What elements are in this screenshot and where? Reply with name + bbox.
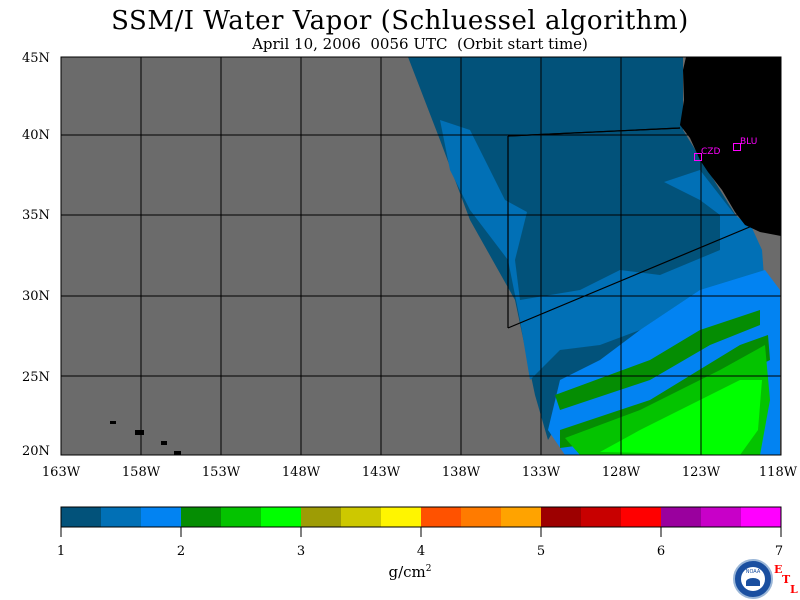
- land-mass: [680, 57, 781, 236]
- etl-letter-t: T: [782, 573, 791, 586]
- colorbar-segment: [301, 507, 342, 527]
- lon-label-163w: 163W: [41, 465, 81, 480]
- units-superscript: 2: [425, 564, 432, 574]
- colorbar-tick-5: 5: [536, 544, 546, 559]
- map-frame: [60, 56, 782, 456]
- map-panel: [60, 56, 782, 456]
- units-text: g/cm: [388, 563, 426, 581]
- etl-letter-l: L: [790, 583, 798, 596]
- colorbar-segment: [221, 507, 262, 527]
- lon-label-118w: 118W: [758, 465, 798, 480]
- logo-bird-icon: [746, 578, 760, 586]
- station-marker-blu: [733, 143, 741, 151]
- colorbar-tick-6: 6: [656, 544, 666, 559]
- swath-band-green-1: [555, 310, 760, 410]
- lat-label-45n: 45N: [22, 51, 50, 66]
- colorbar-tick-3: 3: [296, 544, 306, 559]
- lon-label-133w: 133W: [521, 465, 561, 480]
- map-subtitle: April 10, 2006 0056 UTC (Orbit start tim…: [252, 35, 588, 53]
- station-marker-czd: [694, 153, 702, 161]
- colorbar-tick-4: 4: [416, 544, 426, 559]
- colorbar: [60, 506, 782, 537]
- station-label-czd: CZD: [701, 147, 721, 157]
- station-label-blu: BLU: [740, 137, 758, 147]
- lon-label-123w: 123W: [681, 465, 721, 480]
- colorbar-segment: [461, 507, 502, 527]
- colorbar-segment: [421, 507, 462, 527]
- colorbar-segment: [581, 507, 622, 527]
- etl-letter-e: E: [774, 563, 783, 576]
- colorbar-units: g/cm2: [360, 563, 460, 581]
- colorbar-segment: [261, 507, 302, 527]
- colorbar-segment: [621, 507, 662, 527]
- lon-label-128w: 128W: [601, 465, 641, 480]
- lon-label-158w: 158W: [121, 465, 161, 480]
- lat-label-25n: 25N: [22, 370, 50, 385]
- swath-band-inner-dark: [515, 175, 720, 300]
- colorbar-segment: [341, 507, 382, 527]
- lat-label-40n: 40N: [22, 128, 50, 143]
- noaa-logo: NOAA: [733, 559, 773, 599]
- lat-label-35n: 35N: [22, 208, 50, 223]
- colorbar-segment: [661, 507, 702, 527]
- colorbar-segment: [181, 507, 222, 527]
- logo-text: NOAA: [745, 569, 761, 575]
- hawaii-islands: [110, 421, 181, 455]
- colorbar-segment: [541, 507, 582, 527]
- lat-label-30n: 30N: [22, 289, 50, 304]
- colorbar-segment: [61, 507, 102, 527]
- lat-label-20n: 20N: [22, 444, 50, 459]
- swath-band-green-2: [560, 335, 770, 448]
- colorbar-segment: [501, 507, 542, 527]
- lon-label-153w: 153W: [201, 465, 241, 480]
- lon-label-138w: 138W: [441, 465, 481, 480]
- lon-label-148w: 148W: [281, 465, 321, 480]
- lon-label-143w: 143W: [361, 465, 401, 480]
- map-title: SSM/I Water Vapor (Schluessel algorithm): [111, 6, 689, 36]
- graticule: [61, 57, 781, 455]
- colorbar-tick-7: 7: [774, 544, 784, 559]
- colorbar-segment: [381, 507, 422, 527]
- swath-band-lime: [600, 380, 762, 455]
- colorbar-segment: [741, 507, 782, 527]
- colorbar-segment: [701, 507, 742, 527]
- colorbar-segment: [141, 507, 182, 527]
- colorbar-segment: [101, 507, 142, 527]
- colorbar-tick-1: 1: [56, 544, 66, 559]
- colorbar-tick-2: 2: [176, 544, 186, 559]
